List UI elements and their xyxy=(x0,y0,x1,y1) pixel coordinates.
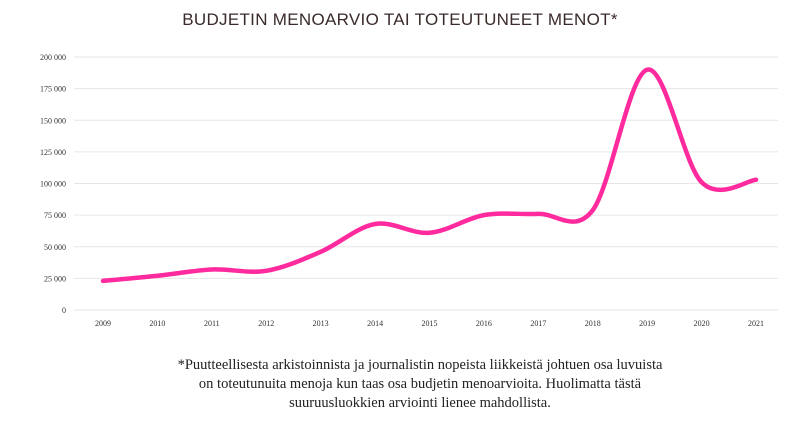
data-point xyxy=(264,269,268,273)
x-tick-label: 2012 xyxy=(258,319,274,328)
data-point xyxy=(591,208,595,212)
x-tick-label: 2019 xyxy=(639,319,655,328)
y-tick-label: 150 000 xyxy=(40,116,66,125)
footnote-line-3: suuruusluokkien arviointi lienee mahdoll… xyxy=(289,395,551,411)
y-tick-label: 0 xyxy=(62,306,66,315)
x-tick-label: 2011 xyxy=(204,319,220,328)
data-point xyxy=(210,268,214,272)
footnote-line-1: *Puutteellisesta arkistoinnista ja journ… xyxy=(177,357,663,373)
x-tick-label: 2013 xyxy=(313,319,329,328)
data-point xyxy=(482,213,486,217)
x-tick-label: 2015 xyxy=(422,319,438,328)
data-point xyxy=(319,250,323,254)
data-point xyxy=(373,222,377,226)
x-tick-label: 2018 xyxy=(585,319,601,328)
data-point xyxy=(428,231,432,235)
x-axis-labels: 2009 2010 2011 2012 2013 2014 2015 2016 2017 2018… xyxy=(95,319,764,328)
x-tick-label: 2014 xyxy=(367,319,383,328)
footnote: *Puutteellisesta arkistoinnista ja journ… xyxy=(120,356,720,413)
x-tick-label: 2020 xyxy=(694,319,710,328)
y-tick-label: 100 000 xyxy=(40,180,66,189)
grid-lines xyxy=(74,56,778,311)
x-tick-label: 2021 xyxy=(748,319,764,328)
x-tick-label: 2017 xyxy=(530,319,546,328)
chart-title: BUDJETIN MENOARVIO TAI TOTEUTUNEET MENOT… xyxy=(182,10,618,29)
y-tick-label: 75 000 xyxy=(44,211,66,220)
footnote-line-2: on toteutunuita menoja kun taas osa budj… xyxy=(198,376,642,392)
data-point xyxy=(754,178,758,182)
data-point xyxy=(155,274,159,278)
y-tick-label: 175 000 xyxy=(40,85,66,94)
data-point xyxy=(536,212,540,216)
data-point xyxy=(101,279,105,283)
x-tick-label: 2016 xyxy=(476,319,492,328)
series-line xyxy=(100,67,759,284)
x-tick-label: 2010 xyxy=(149,319,165,328)
data-point xyxy=(700,180,704,184)
y-tick-label: 25 000 xyxy=(44,274,66,283)
y-tick-label: 125 000 xyxy=(40,148,66,157)
y-tick-label: 200 000 xyxy=(40,53,66,62)
series-lines xyxy=(100,67,759,284)
x-tick-label: 2009 xyxy=(95,319,111,328)
y-axis-labels: 0 25 000 50 000 75 000 100 000 125 000 150 000… xyxy=(40,53,66,315)
y-tick-label: 50 000 xyxy=(44,243,66,252)
data-point xyxy=(645,68,649,72)
